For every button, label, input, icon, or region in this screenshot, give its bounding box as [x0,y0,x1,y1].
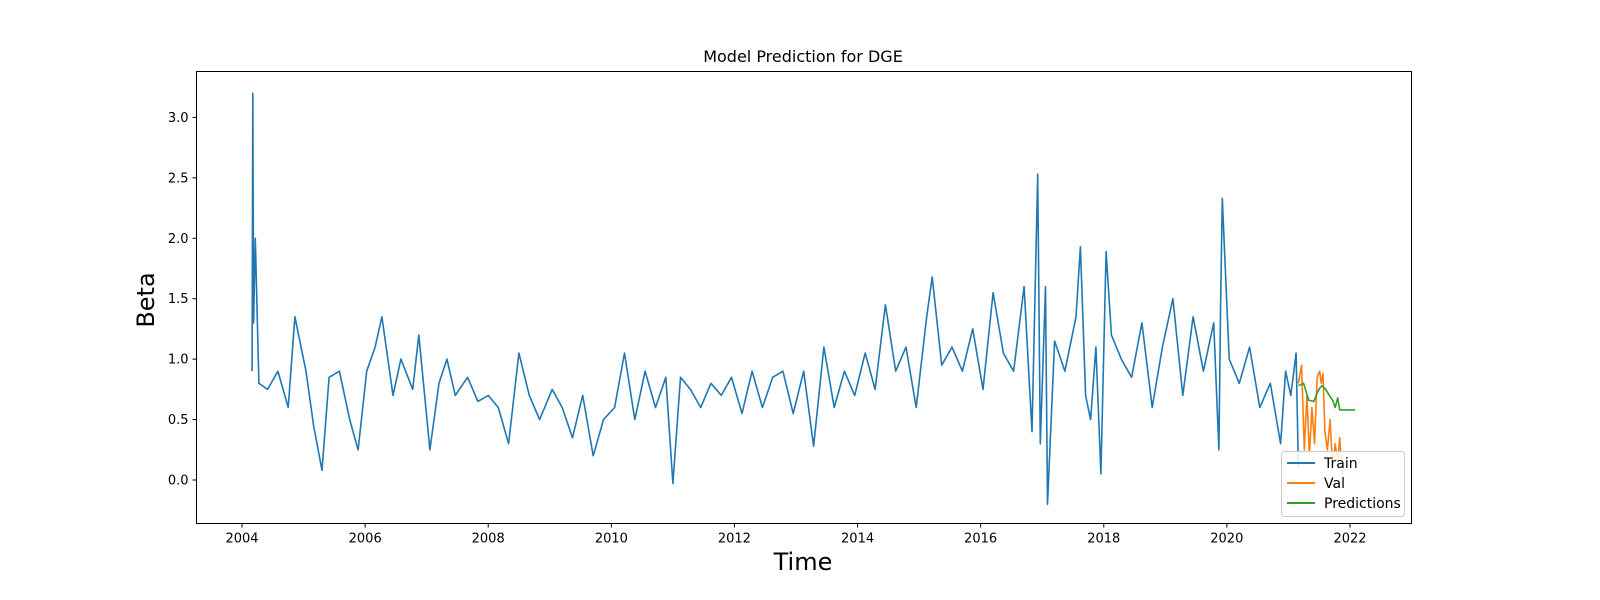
ticks-layer: 2004 2006 2008 2010 2012 2014 2016 2018 2020 2022… [168,111,1367,547]
y-tick-label-2.5: 2.5 [168,171,189,186]
x-tick-label-2020: 2020 [1210,532,1243,547]
chart-title: Model Prediction for DGE [703,47,903,66]
x-axis-label: Time [773,548,833,576]
series-line-predictions [1298,382,1356,411]
x-tick-label-2012: 2012 [718,532,751,547]
x-tick-label-2022: 2022 [1333,532,1366,547]
x-tick-label-2006: 2006 [349,532,382,547]
y-tick-label-1.5: 1.5 [168,292,189,307]
y-tick-label-2.0: 2.0 [168,232,189,247]
legend-label-train: Train [1323,456,1358,472]
plot-frame [196,71,1412,524]
x-tick-label-2018: 2018 [1087,532,1120,547]
x-tick-label-2014: 2014 [841,532,874,547]
y-tick-label-0.5: 0.5 [168,413,189,428]
x-tick-label-2004: 2004 [225,532,258,547]
y-tick-label-3.0: 3.0 [168,111,189,126]
y-tick-label-0.0: 0.0 [168,473,189,488]
x-tick-label-2010: 2010 [595,532,628,547]
series-line-train [251,92,1300,506]
legend: Train Val Predictions [1281,451,1405,517]
x-tick-label-2016: 2016 [964,532,997,547]
legend-box [1281,451,1405,517]
x-tick-label-2008: 2008 [472,532,505,547]
legend-label-val: Val [1324,476,1345,492]
y-tick-label-1.0: 1.0 [168,353,189,368]
y-axis-label: Beta [132,272,160,327]
legend-label-predictions: Predictions [1324,496,1401,512]
